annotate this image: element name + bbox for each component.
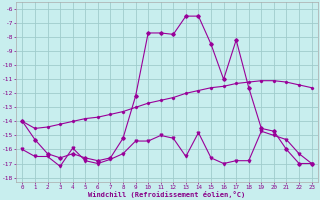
X-axis label: Windchill (Refroidissement éolien,°C): Windchill (Refroidissement éolien,°C) bbox=[88, 191, 246, 198]
